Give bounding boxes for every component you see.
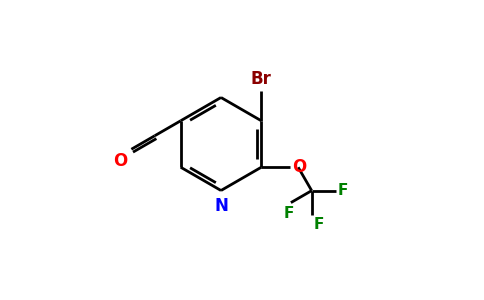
Text: O: O xyxy=(114,152,128,170)
Text: F: F xyxy=(338,183,348,198)
Text: Br: Br xyxy=(251,70,272,88)
Text: O: O xyxy=(292,158,306,176)
Text: F: F xyxy=(314,217,324,232)
Text: N: N xyxy=(214,197,228,215)
Text: F: F xyxy=(283,206,294,220)
